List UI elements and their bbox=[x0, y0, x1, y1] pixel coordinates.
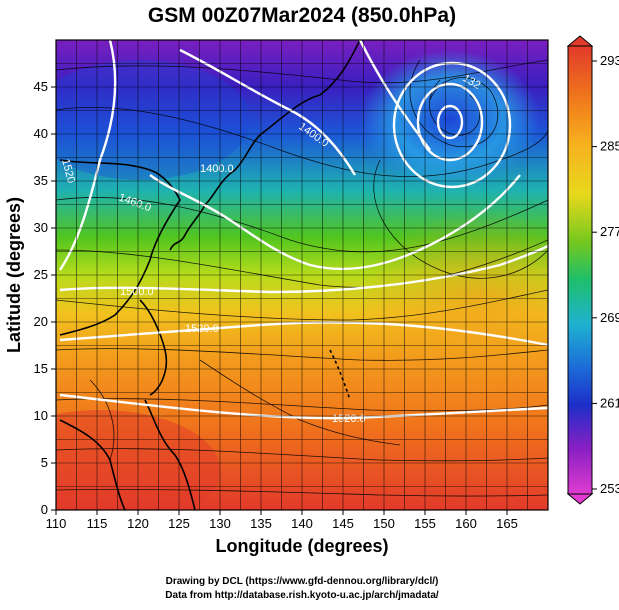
x-tick-label: 130 bbox=[209, 516, 231, 531]
contours bbox=[59, 40, 548, 420]
gridlines bbox=[56, 40, 548, 510]
streamline bbox=[56, 448, 548, 462]
chart-title: GSM 00Z07Mar2024 (850.0hPa) bbox=[148, 4, 456, 27]
colorbar-tick-label: 277 bbox=[600, 224, 619, 239]
contour-label: 1520.0 bbox=[185, 323, 219, 335]
x-tick-label: 110 bbox=[46, 516, 67, 531]
y-tick-label: 40 bbox=[34, 126, 48, 141]
coastline-philippines bbox=[144, 399, 196, 510]
x-tick-label: 160 bbox=[455, 516, 477, 531]
x-tick-label: 125 bbox=[168, 516, 190, 531]
streamline bbox=[56, 239, 548, 288]
island-chain bbox=[329, 349, 351, 401]
x-axis: 110 115 120 125 130 135 140 145 150 155 160 165 bbox=[46, 510, 518, 531]
streamline-cyclone bbox=[429, 79, 481, 136]
x-tick-label: 135 bbox=[250, 516, 272, 531]
y-tick-label: 35 bbox=[34, 173, 48, 188]
contour-label: 1500.0 bbox=[120, 286, 154, 298]
colorbar: 293 285 277 269 261 253 bbox=[566, 35, 619, 505]
streamline-cyclone bbox=[409, 59, 499, 148]
x-tick-label: 115 bbox=[87, 516, 108, 531]
plot-area: 1520 1400.0 1400.0 1460.0 1500.0 1520.0 … bbox=[56, 40, 548, 510]
warm-region-east bbox=[360, 210, 548, 390]
credit-line-1: Drawing by DCL (https://www.gfd-dennou.o… bbox=[166, 576, 439, 587]
colorbar-ticks: 293 285 277 269 261 253 bbox=[592, 53, 619, 496]
y-tick-label: 0 bbox=[41, 502, 48, 517]
streamline bbox=[56, 197, 548, 253]
contour-1400-east bbox=[358, 40, 431, 151]
y-tick-label: 20 bbox=[34, 314, 48, 329]
y-tick-label: 5 bbox=[41, 455, 48, 470]
coastline-china bbox=[59, 159, 181, 336]
contour-low-center bbox=[436, 104, 464, 140]
contour-1520-mid bbox=[59, 321, 548, 347]
y-axis-title: Latitude (degrees) bbox=[4, 197, 24, 353]
contour-1520-south bbox=[59, 393, 548, 420]
x-tick-label: 140 bbox=[291, 516, 313, 531]
x-tick-label: 165 bbox=[496, 516, 518, 531]
contour-label: 1520.0 bbox=[332, 413, 366, 425]
contour-1400-north bbox=[179, 48, 357, 176]
y-tick-label: 45 bbox=[34, 79, 48, 94]
contour-low-ring-1 bbox=[416, 82, 484, 162]
contour-1500 bbox=[59, 244, 548, 294]
contour-1460 bbox=[149, 174, 521, 271]
x-axis-title: Longitude (degrees) bbox=[215, 536, 388, 556]
colorbar-tick-label: 293 bbox=[600, 53, 619, 68]
streamline bbox=[56, 489, 548, 497]
x-tick-label: 150 bbox=[373, 516, 395, 531]
contour-label: 1400.0 bbox=[200, 163, 234, 175]
x-tick-label: 155 bbox=[414, 516, 436, 531]
colorbar-min-arrow bbox=[566, 493, 594, 505]
y-tick-label: 10 bbox=[34, 408, 48, 423]
colorbar-tick-label: 253 bbox=[600, 481, 619, 496]
streamline bbox=[56, 107, 548, 178]
y-tick-label: 30 bbox=[34, 220, 48, 235]
streamline bbox=[373, 159, 548, 279]
colorbar-scale bbox=[567, 45, 593, 495]
streamline bbox=[56, 398, 548, 412]
credit-line-2: Data from http://database.rish.kyoto-u.a… bbox=[165, 590, 439, 601]
colorbar-tick-label: 261 bbox=[600, 395, 619, 410]
contour-low-ring-2 bbox=[392, 61, 512, 189]
cold-low-region bbox=[360, 50, 540, 190]
coastline-japan-north bbox=[204, 40, 361, 206]
y-tick-label: 25 bbox=[34, 267, 48, 282]
colorbar-tick-label: 285 bbox=[600, 139, 619, 154]
x-tick-label: 120 bbox=[127, 516, 149, 531]
colorbar-max-arrow bbox=[566, 35, 594, 47]
colorbar-tick-label: 269 bbox=[600, 310, 619, 325]
y-axis: 0 5 10 15 20 25 30 35 40 45 bbox=[34, 79, 56, 517]
y-tick-label: 15 bbox=[34, 361, 48, 376]
x-tick-label: 145 bbox=[332, 516, 354, 531]
